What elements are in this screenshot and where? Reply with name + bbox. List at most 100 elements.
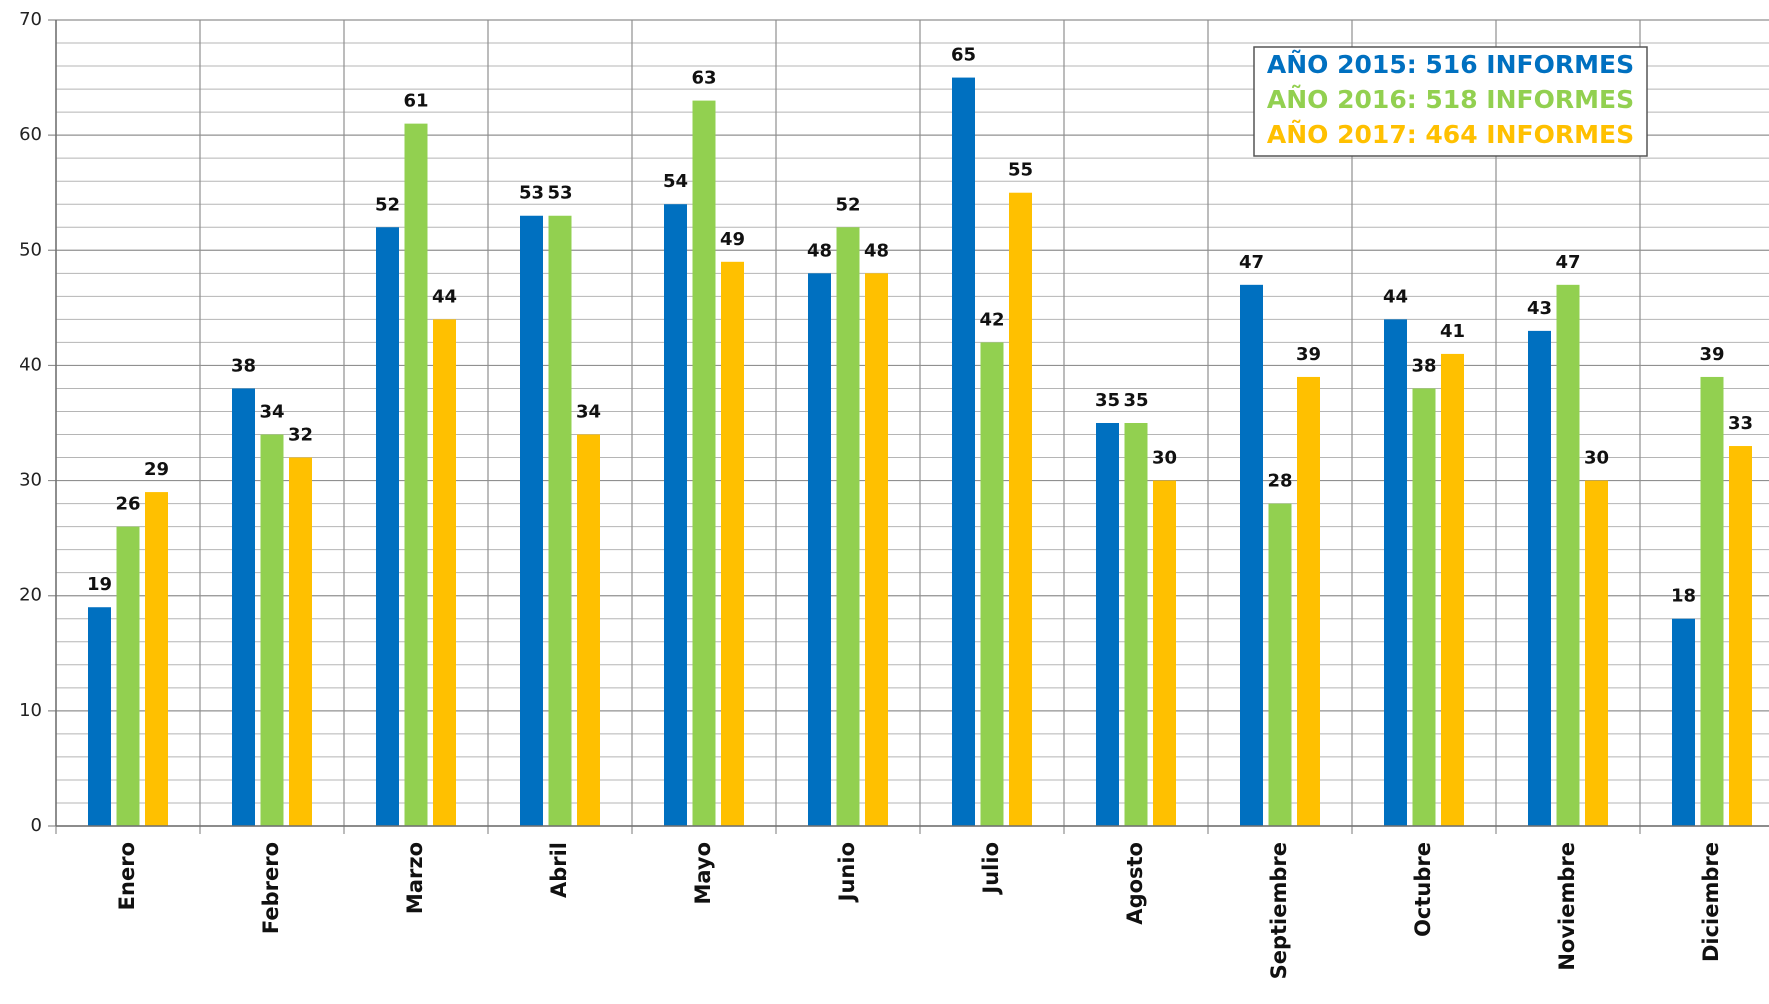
x-tick-label: Diciembre [1699,842,1723,962]
bar [808,273,831,826]
bar [1672,618,1695,826]
x-tick-label: Marzo [403,842,427,914]
data-label: 63 [691,68,716,89]
bar [260,434,284,826]
bar [1729,446,1752,826]
bar [520,215,543,826]
category-label-group: Mayo [691,842,715,905]
data-label: 42 [979,309,1004,330]
data-label: 29 [144,459,169,480]
data-label: 52 [375,194,400,215]
data-label: 41 [1440,321,1465,342]
bar [577,434,600,826]
category-label-group: Junio [835,842,859,903]
data-label: 35 [1095,390,1120,411]
y-tick-label: 10 [19,700,42,721]
data-label: 38 [231,355,256,376]
bar [1441,353,1464,826]
data-label: 30 [1152,448,1177,469]
bar [1096,423,1119,826]
data-label: 44 [1383,286,1408,307]
bar [289,457,312,826]
x-tick-label: Julio [979,842,1003,896]
y-tick-label: 70 [19,9,42,30]
y-tick-label: 50 [19,239,42,260]
data-label: 39 [1699,344,1724,365]
data-label: 48 [807,240,832,261]
bar [404,123,428,827]
y-tick-label: 40 [19,354,42,375]
bar [664,204,687,826]
legend-box [1253,46,1648,157]
x-tick-label: Abril [547,842,571,898]
data-label: 47 [1239,252,1264,273]
category-label-group: Septiembre [1267,842,1291,979]
bar [1124,423,1148,826]
x-tick-label: Mayo [691,842,715,905]
data-label: 55 [1008,160,1033,181]
legend-entry: AÑO 2015: 516 INFORMES [1267,50,1634,79]
data-label: 19 [87,574,112,595]
bar [232,388,255,826]
bar [145,492,168,826]
legend-entry: AÑO 2016: 518 INFORMES [1267,85,1634,114]
category-label-group: Agosto [1123,842,1147,925]
x-tick-label: Noviembre [1555,842,1579,971]
data-label: 43 [1527,298,1552,319]
bar [116,526,140,826]
data-label: 53 [547,183,572,204]
y-tick-label: 20 [19,585,42,606]
data-label: 28 [1267,471,1292,492]
data-label: 44 [432,286,457,307]
data-label: 52 [835,194,860,215]
bar [721,261,744,826]
data-label: 49 [720,229,745,250]
data-label: 34 [259,402,284,423]
data-label: 34 [576,402,601,423]
data-label: 32 [288,425,313,446]
category-label-group: Enero [115,842,139,910]
bar [548,215,572,826]
legend-entry: AÑO 2017: 464 INFORMES [1267,120,1634,149]
bar [1153,480,1176,826]
data-label: 47 [1555,252,1580,273]
x-tick-label: Agosto [1123,842,1147,925]
bar [836,227,860,826]
category-label-group: Octubre [1411,842,1435,937]
bar [865,273,888,826]
data-label: 38 [1411,355,1436,376]
bar [88,607,111,826]
bar [433,319,456,826]
bar [980,342,1004,826]
bar [376,227,399,826]
data-label: 61 [403,91,428,112]
bar [1528,330,1551,826]
category-label-group: Marzo [403,842,427,914]
bar [1700,376,1724,826]
category-label-group: Diciembre [1699,842,1723,962]
category-label-group: Noviembre [1555,842,1579,971]
bar [1585,480,1608,826]
bar [692,100,716,827]
data-label: 54 [663,171,688,192]
bar [1009,192,1032,826]
bar [1384,319,1407,826]
x-tick-label: Septiembre [1267,842,1291,979]
category-label-group: Julio [979,842,1003,896]
y-tick-label: 60 [19,124,42,145]
category-label-group: Febrero [259,842,283,934]
bar [1412,388,1436,826]
data-label: 65 [951,45,976,66]
bar [1297,376,1320,826]
bar [1556,284,1580,826]
category-label-group: Abril [547,842,571,898]
data-label: 18 [1671,586,1696,607]
x-tick-label: Febrero [259,842,283,934]
x-tick-label: Enero [115,842,139,910]
data-label: 35 [1123,390,1148,411]
bar [1268,503,1292,826]
bar [1240,284,1263,826]
x-tick-label: Octubre [1411,842,1435,937]
